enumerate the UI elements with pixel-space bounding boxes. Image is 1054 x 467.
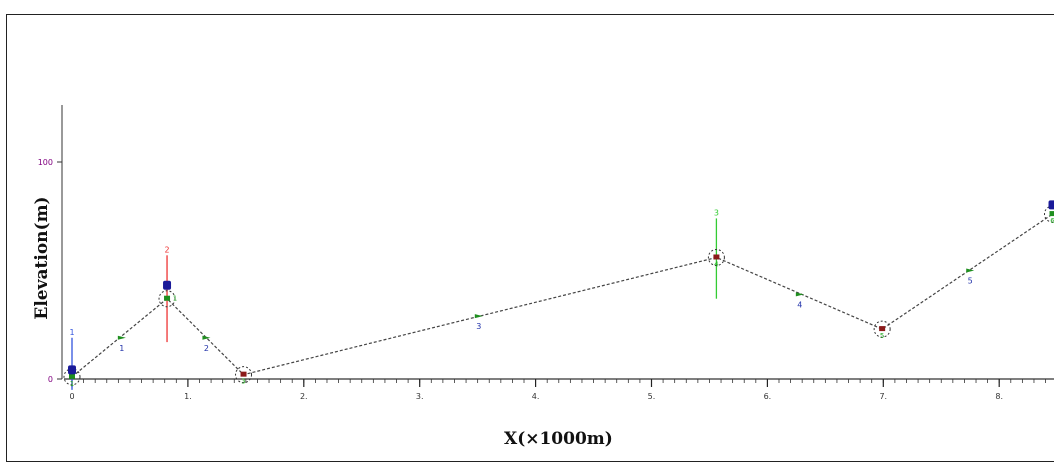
node-circle — [158, 290, 176, 308]
segment-marker — [117, 335, 126, 340]
structure-marker — [68, 365, 76, 375]
node-label: 3 — [241, 378, 245, 386]
indicator-label: 2 — [164, 245, 169, 254]
segment-label: 3 — [476, 322, 481, 331]
structure-marker — [163, 280, 172, 290]
x-tick-label: 1. — [184, 392, 192, 401]
node-label: 1 — [173, 295, 177, 303]
node-circle — [235, 366, 253, 384]
x-tick-label: 2. — [300, 392, 308, 401]
node-label: 5 — [880, 332, 884, 340]
x-tick-label: 6. — [764, 392, 772, 401]
node-circle — [873, 320, 891, 338]
segment-marker — [795, 292, 804, 297]
node-label: 4 — [714, 260, 719, 268]
x-tick-label: 7. — [879, 392, 887, 401]
node-marker — [69, 373, 75, 379]
node-marker — [713, 254, 720, 260]
node-marker — [879, 326, 886, 332]
node-label: 6 — [1050, 217, 1054, 225]
x-tick-label: 0 — [69, 392, 74, 401]
x-tick-label: 8. — [995, 392, 1003, 401]
x-tick-label: 4. — [532, 392, 540, 401]
y-axis-title: Elevation(m) — [32, 196, 52, 320]
segment-label: 5 — [968, 277, 973, 286]
segment-label: 1 — [119, 344, 124, 353]
y-tick-label: 100 — [38, 158, 53, 167]
chart-frame: 0 1. 2. 3. 4. 5. 6. 7. 8. 0 100 1 2 3 1 1 3 4 5 6 1 2 3 4 5 X(×1… — [6, 14, 1054, 462]
x-tick-label: 3. — [416, 392, 424, 401]
node-marker — [164, 295, 171, 301]
node-circle — [707, 248, 725, 266]
profile-plot: 0 1. 2. 3. 4. 5. 6. 7. 8. 0 100 1 2 3 1 1 3 4 5 6 1 2 3 4 5 — [38, 105, 1054, 401]
x-axis-title: X(×1000m) — [504, 429, 613, 449]
segment-label: 2 — [204, 344, 209, 353]
node-label: 1 — [70, 380, 74, 388]
segment-label: 4 — [797, 300, 802, 309]
y-tick-label: 0 — [48, 375, 53, 384]
node-marker — [240, 371, 247, 377]
indicator-label: 1 — [69, 328, 74, 337]
indicator-label: 3 — [714, 208, 719, 217]
structure-marker — [1048, 200, 1054, 210]
segment-marker — [202, 335, 211, 340]
node-marker — [1049, 211, 1054, 217]
x-tick-label: 5. — [648, 392, 656, 401]
profile-line — [71, 213, 1053, 378]
segment-marker — [966, 268, 975, 273]
segment-marker — [474, 314, 483, 319]
